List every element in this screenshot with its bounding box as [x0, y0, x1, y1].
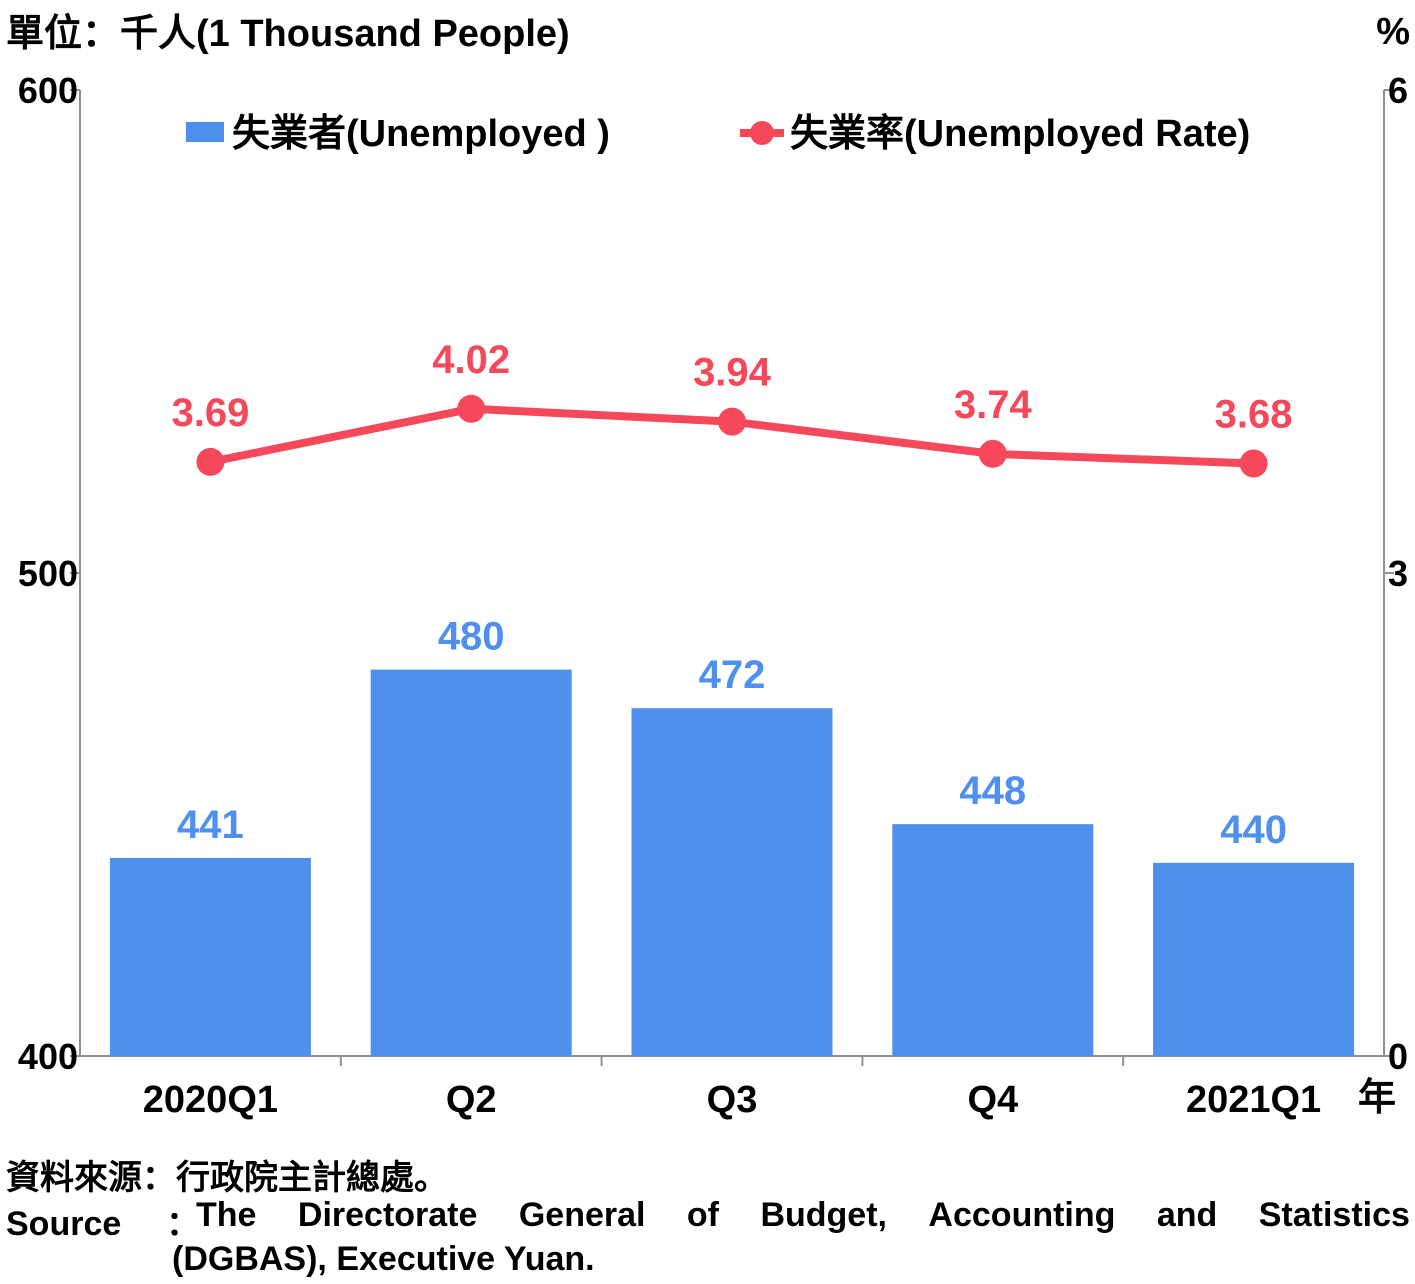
bar-series — [109, 669, 1355, 1056]
source-word: Budget, — [760, 1196, 887, 1234]
x-tick-label: Q2 — [446, 1079, 497, 1121]
right-tick-label: 0 — [1388, 1036, 1408, 1077]
legend-bar-swatch — [186, 122, 224, 142]
source-word: and — [1156, 1196, 1218, 1234]
legend-line-marker — [750, 121, 774, 145]
source-en-words: The Directorate General of Budget, Accounting… — [196, 1196, 1410, 1235]
x-tick-label: Q4 — [967, 1079, 1018, 1121]
source-word: The — [196, 1196, 257, 1234]
source-word: General — [518, 1196, 646, 1234]
source-en-line1: Source ： The Directorate General of Budget, Acc… — [6, 1196, 1410, 1245]
right-tick-label: 3 — [1388, 553, 1408, 594]
left-tick-label: 500 — [18, 553, 78, 594]
source-word: Statistics — [1258, 1196, 1410, 1234]
line-value-label: 3.94 — [693, 351, 772, 395]
bar — [109, 857, 311, 1056]
bar-value-label: 441 — [177, 803, 244, 847]
axes: 600 500 400 6 3 0 2020Q1 Q2 Q3 Q4 2021Q1 年 單位：千人(1 T… — [6, 11, 1410, 1121]
line-value-label: 3.74 — [954, 383, 1033, 427]
line-value-label: 4.02 — [432, 338, 510, 382]
bar-value-label: 472 — [699, 653, 766, 697]
source-separator: ： — [166, 1205, 200, 1243]
source-word: Directorate — [297, 1196, 478, 1234]
line-point — [457, 394, 486, 423]
left-axis-title: 單位：千人(1 Thousand People) — [6, 13, 570, 55]
left-tick-label: 600 — [18, 70, 78, 111]
line-value-label: 3.68 — [1215, 393, 1293, 437]
left-tick-label: 400 — [18, 1036, 78, 1077]
legend: 失業者(Unemployed ) 失業率(Unemployed Rate) — [186, 113, 1250, 155]
right-axis-title: % — [1376, 11, 1410, 53]
x-tick-label: 2021Q1 — [1186, 1079, 1321, 1121]
bar — [892, 824, 1094, 1056]
bar — [1153, 862, 1355, 1056]
source-word: Accounting — [928, 1196, 1116, 1234]
legend-line-label: 失業率(Unemployed Rate) — [790, 113, 1250, 155]
x-tick-label: 2020Q1 — [143, 1079, 278, 1121]
line-series — [196, 394, 1268, 478]
labels: 441 480 472 448 440 3.69 4.02 3.94 3.74 3.68 — [171, 338, 1292, 852]
line-point — [718, 407, 746, 436]
x-tick-label: Q3 — [707, 1079, 758, 1121]
source-label: Source — [6, 1205, 122, 1243]
bar — [370, 669, 572, 1056]
line-value-label: 3.69 — [171, 391, 249, 435]
bar — [631, 708, 833, 1056]
line-point — [978, 439, 1007, 468]
line-point — [196, 447, 225, 476]
source-en-line2: (DGBAS), Executive Yuan. — [172, 1240, 595, 1278]
line-point — [1239, 449, 1268, 478]
combo-chart: 600 500 400 6 3 0 2020Q1 Q2 Q3 Q4 2021Q1 年 單位：千人(1 T… — [6, 11, 1410, 1121]
bar-value-label: 440 — [1220, 808, 1287, 852]
right-tick-label: 6 — [1388, 70, 1408, 111]
legend-bar-label: 失業者(Unemployed ) — [232, 113, 610, 155]
x-unit-label: 年 — [1358, 1077, 1396, 1119]
source-word: of — [686, 1196, 719, 1234]
source-zh: 資料來源：行政院主計總處。 — [6, 1159, 448, 1197]
bar-value-label: 480 — [438, 615, 505, 659]
bar-value-label: 448 — [959, 769, 1026, 813]
